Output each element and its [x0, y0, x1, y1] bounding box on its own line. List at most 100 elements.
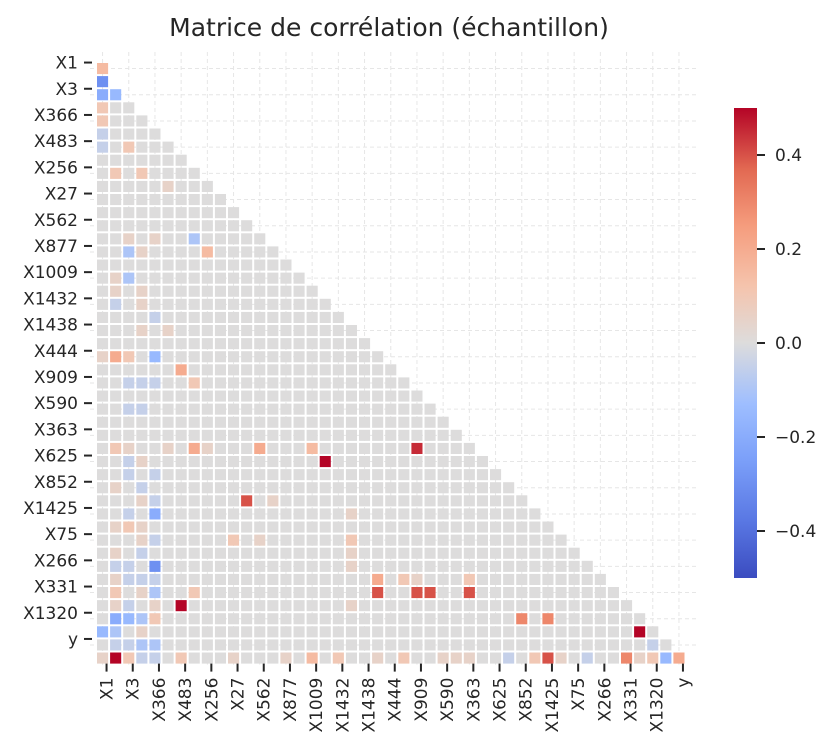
heatmap-cell [97, 76, 109, 88]
heatmap-cell [228, 403, 240, 415]
heatmap-cell [149, 194, 161, 206]
heatmap-cell [201, 233, 213, 245]
heatmap-cell [568, 613, 580, 625]
heatmap-cell [97, 639, 109, 651]
heatmap-cell [254, 246, 266, 258]
heatmap-cell [228, 390, 240, 402]
heatmap-cell [214, 416, 226, 428]
heatmap-cell [201, 351, 213, 363]
heatmap-cell [267, 442, 279, 454]
heatmap-cell [110, 128, 122, 140]
heatmap-cell [621, 600, 633, 612]
heatmap-cell [175, 626, 187, 638]
heatmap-cell [332, 377, 344, 389]
heatmap-cell [136, 521, 148, 533]
heatmap-cell [136, 141, 148, 153]
heatmap-cell [332, 364, 344, 376]
heatmap-cell [123, 207, 135, 219]
heatmap-cell [345, 495, 357, 507]
heatmap-cell [201, 429, 213, 441]
heatmap-cell [97, 259, 109, 271]
heatmap-cell [175, 403, 187, 415]
heatmap-cell [97, 403, 109, 415]
heatmap-cell [188, 390, 200, 402]
heatmap-cell [385, 613, 397, 625]
heatmap-cell [267, 495, 279, 507]
heatmap-cell [188, 587, 200, 599]
heatmap-cell [437, 587, 449, 599]
x-tick-label: X256 [202, 678, 222, 722]
heatmap-cell [332, 469, 344, 481]
heatmap-cell [110, 180, 122, 192]
heatmap-cell [345, 508, 357, 520]
y-tick-label: X256 [34, 158, 78, 178]
heatmap-cell [372, 587, 384, 599]
heatmap-cell [555, 626, 567, 638]
heatmap-cell [214, 246, 226, 258]
y-tick-label: X877 [34, 237, 78, 257]
heatmap-cell [123, 115, 135, 127]
heatmap-cell [149, 403, 161, 415]
heatmap-cell [136, 429, 148, 441]
heatmap-cell [228, 207, 240, 219]
heatmap-cell [175, 573, 187, 585]
heatmap-cell [214, 285, 226, 297]
heatmap-cell [267, 482, 279, 494]
heatmap-cell [201, 560, 213, 572]
heatmap-cell [555, 573, 567, 585]
heatmap-cell [280, 495, 292, 507]
heatmap-cell [293, 429, 305, 441]
heatmap-cell [568, 600, 580, 612]
heatmap-cell [385, 377, 397, 389]
heatmap-cell [293, 364, 305, 376]
heatmap-cell [175, 167, 187, 179]
heatmap-cell [110, 364, 122, 376]
heatmap-cell [214, 429, 226, 441]
heatmap-cell [175, 482, 187, 494]
heatmap-cell [228, 626, 240, 638]
heatmap-cell [267, 338, 279, 350]
heatmap-cell [162, 508, 174, 520]
heatmap-cell [476, 626, 488, 638]
heatmap-cell [647, 626, 659, 638]
x-tick-label: X366 [150, 678, 170, 722]
heatmap-cell [372, 442, 384, 454]
heatmap-cell [254, 338, 266, 350]
heatmap-cell [201, 220, 213, 232]
heatmap-cell [110, 246, 122, 258]
heatmap-cell [267, 639, 279, 651]
heatmap-cell [136, 469, 148, 481]
heatmap-cell [332, 573, 344, 585]
heatmap-cell [319, 351, 331, 363]
heatmap-cell [123, 285, 135, 297]
y-axis-ticks: X1 X3 X366 X483 X256 X27 X562 X877 X1009 X1432 X14… [23, 54, 92, 650]
heatmap-cell [214, 442, 226, 454]
colorbar-gradient [734, 108, 757, 578]
heatmap-cell [280, 364, 292, 376]
heatmap-cell [503, 534, 515, 546]
heatmap-cell [516, 547, 528, 559]
heatmap-cell [359, 508, 371, 520]
heatmap-cell [319, 613, 331, 625]
y-tick-label: X1320 [23, 604, 78, 624]
heatmap-cell [437, 626, 449, 638]
heatmap-cell [306, 298, 318, 310]
heatmap-cell [568, 547, 580, 559]
heatmap-cell [345, 639, 357, 651]
heatmap-cell [490, 547, 502, 559]
heatmap-cell [516, 613, 528, 625]
heatmap-cell [463, 573, 475, 585]
heatmap-cell [149, 298, 161, 310]
heatmap-cell [188, 547, 200, 559]
heatmap-cell [175, 207, 187, 219]
heatmap-cell [175, 429, 187, 441]
heatmap-cell [241, 272, 253, 284]
heatmap-cell [136, 482, 148, 494]
heatmap-cell [97, 154, 109, 166]
heatmap-cell [280, 285, 292, 297]
x-tick-label: X1438 [360, 678, 380, 733]
heatmap-cell [424, 403, 436, 415]
heatmap-cell [372, 560, 384, 572]
heatmap-cell [463, 639, 475, 651]
